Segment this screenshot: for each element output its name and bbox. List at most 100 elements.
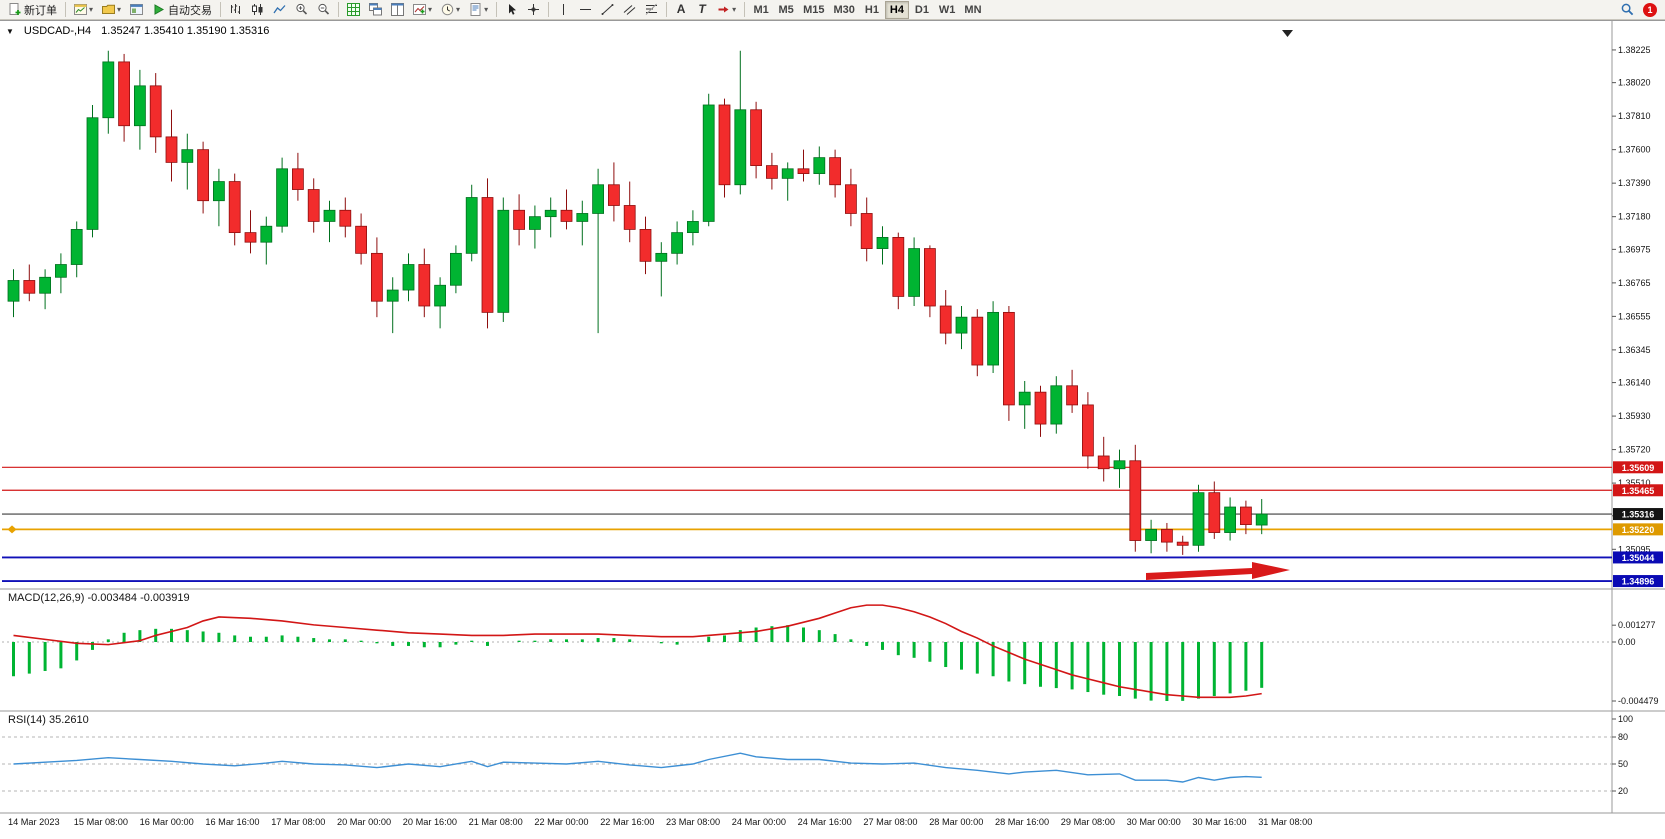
timeframe-group: M1 M5 M15 M30 H1 H4 D1 W1 MN <box>749 0 985 19</box>
zoom-out-icon <box>318 3 330 15</box>
crosshair-button[interactable] <box>523 1 544 19</box>
autotrading-button[interactable]: 自动交易 <box>148 1 216 19</box>
tile-windows-button[interactable] <box>387 1 408 19</box>
timeframe-button-m5[interactable]: M5 <box>774 1 798 19</box>
search-button[interactable] <box>1617 1 1638 19</box>
candle <box>418 248 431 318</box>
cascade-windows-button[interactable] <box>365 1 386 19</box>
indicators-button[interactable]: ▾ <box>409 1 436 19</box>
trendline-button[interactable] <box>597 1 618 19</box>
candle <box>1224 497 1236 541</box>
candle <box>529 205 541 249</box>
timeframe-button-m30[interactable]: M30 <box>830 1 859 19</box>
new-chart-button[interactable]: ▾ <box>70 1 97 19</box>
template-icon <box>470 3 481 16</box>
timeframe-button-w1[interactable]: W1 <box>935 1 960 19</box>
timeframe-button-h1[interactable]: H1 <box>860 1 884 19</box>
candle <box>718 98 731 198</box>
time-tick-label: 30 Mar 00:00 <box>1127 817 1181 827</box>
tile-windows-icon <box>391 3 405 16</box>
trend-arrow[interactable] <box>1146 562 1290 580</box>
candle <box>702 93 715 227</box>
zoom-out-button[interactable] <box>313 1 334 19</box>
time-tick-label: 14 Mar 2023 <box>8 817 60 827</box>
candle <box>323 200 336 243</box>
candle <box>434 277 447 329</box>
notification-badge[interactable]: 1 <box>1643 2 1657 17</box>
terminal-button[interactable] <box>126 1 147 19</box>
profiles-button[interactable]: ▾ <box>98 1 125 19</box>
rsi-line <box>13 752 1262 783</box>
profiles-icon <box>102 4 116 14</box>
candle <box>955 306 968 350</box>
candle <box>370 237 383 318</box>
candle <box>876 226 889 265</box>
bar-chart-button[interactable] <box>225 1 246 19</box>
candle <box>1018 380 1031 429</box>
trendline-icon <box>601 4 614 15</box>
horizontal-line-button[interactable] <box>575 1 596 19</box>
rsi-tick-label: 100 <box>1618 714 1633 724</box>
arrows-button[interactable]: ▾ <box>713 1 740 19</box>
chart-menu-icon[interactable]: ▼ <box>6 26 14 36</box>
candle <box>1176 535 1189 555</box>
timeframe-button-mn[interactable]: MN <box>960 1 985 19</box>
horizontal-line-icon <box>580 9 592 10</box>
candle <box>1129 444 1142 552</box>
candle <box>165 109 178 182</box>
dropdown-caret-icon: ▾ <box>117 5 122 14</box>
candle <box>197 141 210 214</box>
templates-button[interactable]: ▾ <box>465 1 492 19</box>
candle <box>212 168 225 227</box>
time-tick-label: 23 Mar 08:00 <box>666 817 720 827</box>
chart-title-row: ▼ USDCAD-,H4 1.35247 1.35410 1.35190 1.3… <box>6 25 269 37</box>
macd-tick-label: 0.00 <box>1618 637 1636 647</box>
price-tick-label: 1.36975 <box>1618 244 1651 254</box>
dropdown-caret-icon: ▾ <box>428 5 433 14</box>
chart-shift-marker-icon[interactable] <box>1282 30 1293 37</box>
candle <box>1082 392 1094 469</box>
candle <box>750 101 762 179</box>
candle <box>181 133 194 190</box>
candle <box>244 210 257 254</box>
timeframe-button-m15[interactable]: M15 <box>799 1 828 19</box>
candle <box>1003 306 1015 421</box>
clock-icon <box>441 3 454 16</box>
periods-button[interactable]: ▾ <box>437 1 464 19</box>
timeframe-button-h4[interactable]: H4 <box>884 0 909 19</box>
candle <box>276 157 289 233</box>
candle <box>102 50 115 134</box>
autotrading-label: 自动交易 <box>168 4 213 17</box>
zoom-in-button[interactable] <box>291 1 312 19</box>
label-button[interactable]: T <box>692 1 712 19</box>
timeframe-button-m1[interactable]: M1 <box>749 1 773 19</box>
cursor-button[interactable] <box>501 1 522 19</box>
text-button[interactable]: A <box>671 1 691 19</box>
fibonacci-button[interactable] <box>641 1 662 19</box>
line-chart-icon <box>273 5 286 14</box>
candle <box>70 221 83 278</box>
price-tick-label: 1.36140 <box>1618 378 1651 388</box>
new-order-button[interactable]: 新订单 <box>4 1 61 19</box>
candle <box>1066 369 1078 413</box>
rsi-tick-label: 20 <box>1618 786 1628 796</box>
grid-icon <box>347 3 361 16</box>
vertical-line-button[interactable] <box>553 1 574 19</box>
toolbar-separator <box>496 2 498 17</box>
price-axis: 1.38225 1.38020 1.37810 1.37600 1.37390 1.371… <box>1612 45 1651 554</box>
candle <box>908 237 920 307</box>
candle <box>386 277 399 334</box>
candle <box>845 168 857 227</box>
candlestick-button[interactable] <box>247 1 268 19</box>
cascade-windows-icon <box>369 3 383 16</box>
grid-button[interactable] <box>343 1 364 19</box>
orange-line-anchor-icon[interactable] <box>7 525 17 534</box>
candle <box>513 194 525 246</box>
macd-tick-label: 0.001277 <box>1618 620 1656 630</box>
timeframe-button-d1[interactable]: D1 <box>910 1 934 19</box>
line-chart-button[interactable] <box>269 1 290 19</box>
autotrading-icon <box>154 4 165 15</box>
channel-button[interactable] <box>619 1 640 19</box>
price-badge-label: 1.34896 <box>1622 577 1655 587</box>
price-badge <box>1613 551 1663 564</box>
